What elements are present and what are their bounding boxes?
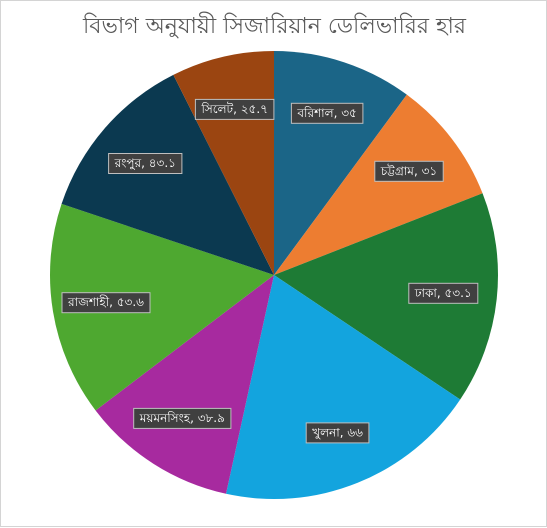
- data-label-0: বরিশাল, ৩৫: [290, 102, 364, 124]
- data-label-text-3: খুলনা, ৬৬: [312, 425, 363, 440]
- data-label-1: চট্টগ্রাম, ৩১: [374, 160, 444, 182]
- data-labels: বরিশাল, ৩৫ চট্টগ্রাম, ৩১ ঢাকা, ৫৩.১ খুলনা, …: [61, 98, 479, 444]
- pie-slice-2: [274, 193, 498, 400]
- data-label-text-6: রংপুর, ৪৩.১: [114, 156, 176, 171]
- data-label-text-0: বরিশাল, ৩৫: [296, 106, 356, 120]
- data-label-text-7: সিলেট, ২৫.৭: [200, 102, 268, 116]
- pie-slice-4: [95, 275, 274, 494]
- data-label-box-4: [133, 407, 232, 429]
- data-label-6: রংপুর, ৪৩.১: [108, 153, 183, 174]
- data-label-box-1: [374, 160, 444, 182]
- data-label-text-5: রাজশাহী, ৫৩.৬: [67, 295, 144, 309]
- data-label-4: ময়মনসিংহ, ৩৮.৯: [133, 407, 232, 429]
- data-label-2: ঢাকা, ৫৩.১: [408, 282, 479, 304]
- data-label-5: রাজশাহী, ৫৩.৬: [61, 292, 151, 314]
- data-label-box-5: [61, 292, 151, 314]
- chart-title: বিভাগ অনুযায়ী সিজারিয়ান ডেলিভারির হার: [82, 14, 467, 39]
- pie-slice-1: [274, 94, 483, 275]
- data-label-box-3: [305, 422, 370, 444]
- pie-slices: [49, 51, 498, 499]
- data-label-text-1: চট্টগ্রাম, ৩১: [380, 164, 437, 178]
- data-label-box-2: [408, 282, 479, 304]
- data-label-box-6: [108, 153, 183, 174]
- data-label-7: সিলেট, ২৫.৭: [194, 98, 275, 120]
- data-label-text-4: ময়মনসিংহ, ৩৮.৯: [139, 411, 225, 425]
- pie-slice-3: [226, 275, 461, 499]
- data-label-3: খুলনা, ৬৬: [305, 422, 370, 444]
- data-label-text-2: ঢাকা, ৫৩.১: [414, 286, 472, 300]
- data-label-box-7: [194, 98, 275, 120]
- pie-slice-6: [61, 74, 274, 276]
- data-label-box-0: [290, 102, 364, 124]
- pie-slice-5: [49, 203, 274, 411]
